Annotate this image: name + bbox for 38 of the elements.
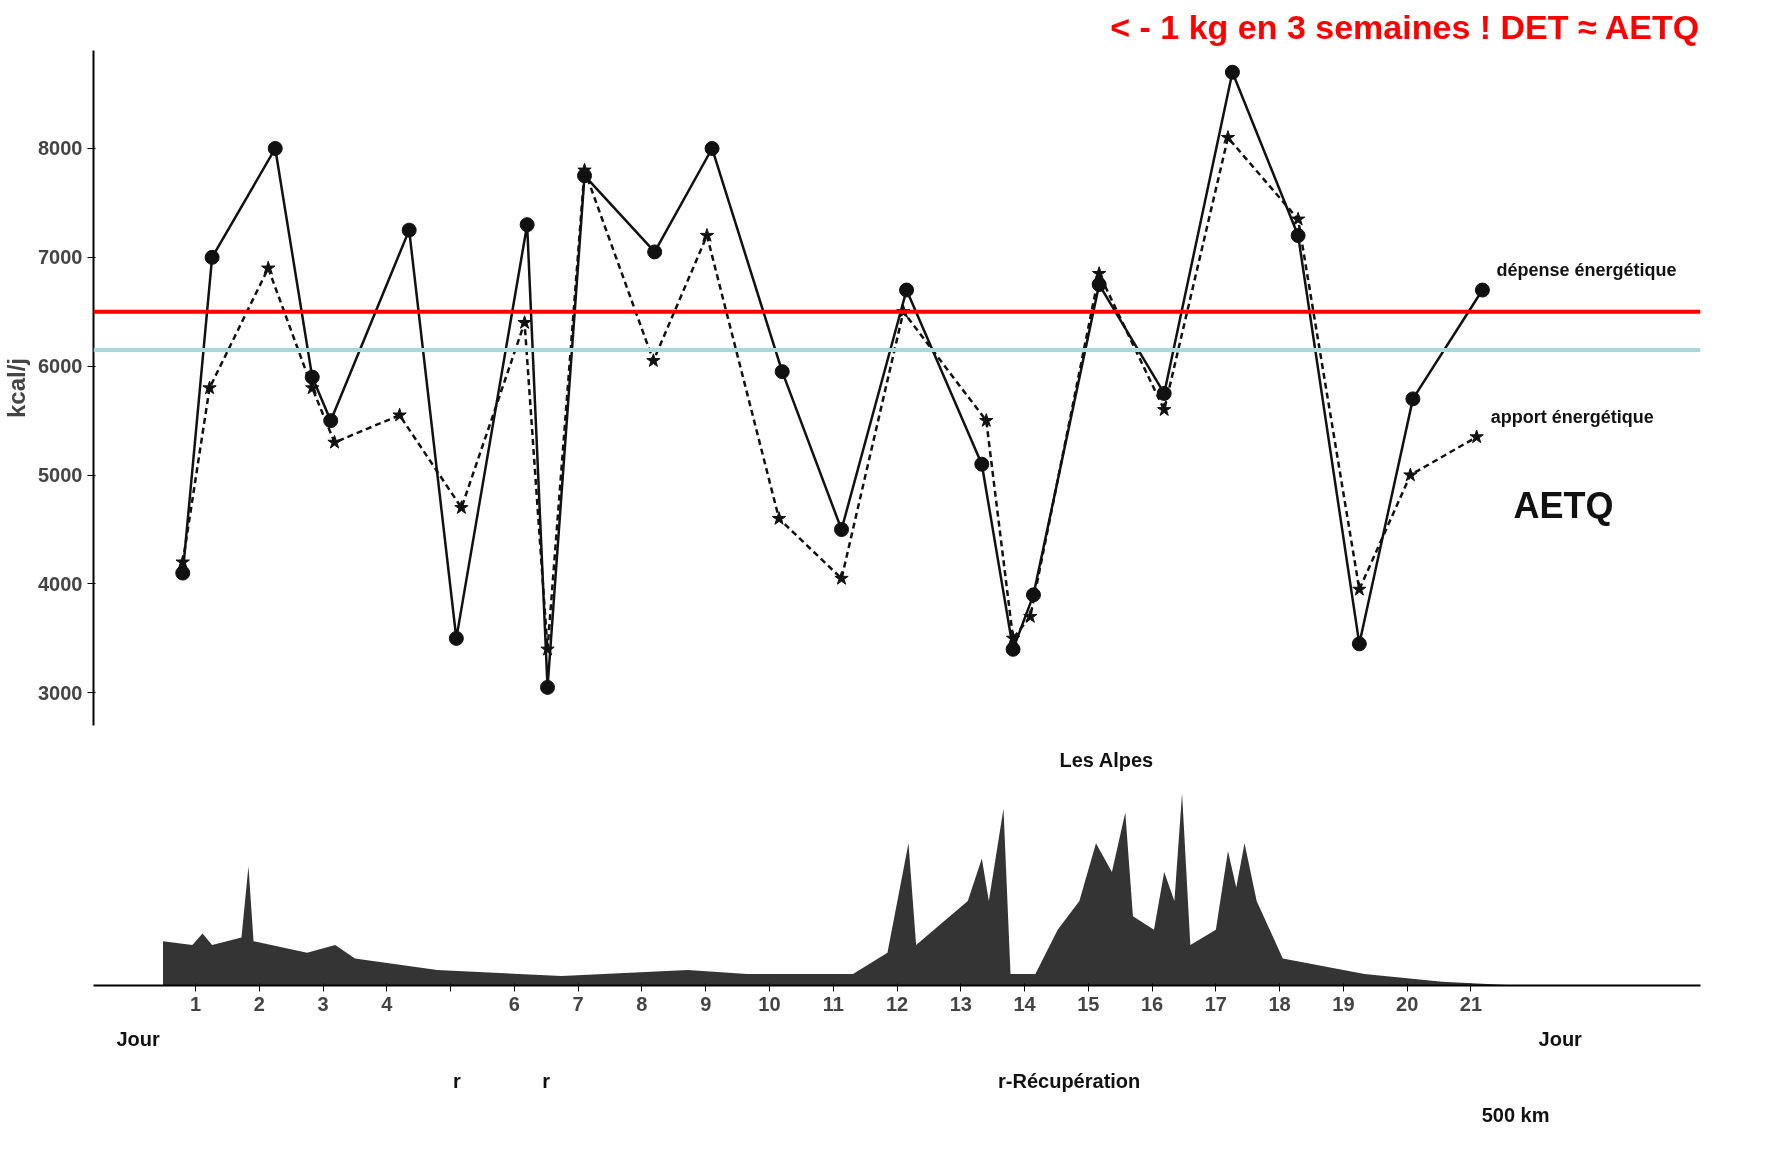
x-tick-label: 7	[572, 992, 584, 1015]
text: r	[453, 1069, 462, 1092]
x-tick-label: 1	[189, 992, 202, 1015]
text: Jour	[1538, 1027, 1583, 1050]
y-axis-title: kcal/j	[3, 357, 31, 419]
x-tick-label: 4	[381, 992, 394, 1015]
annotation: AETQ	[1513, 484, 1614, 526]
text: Jour	[116, 1027, 161, 1050]
x-tick-label: 2	[253, 992, 265, 1015]
series-label: dépense énergétique	[1496, 260, 1677, 281]
text: Les Alpes	[1059, 748, 1154, 771]
x-tick-label: 13	[949, 992, 972, 1015]
y-tick-label: 7000	[38, 246, 83, 269]
x-tick-label: 15	[1077, 992, 1100, 1015]
y-tick-label: 6000	[38, 355, 83, 378]
x-tick-label: 14	[1013, 992, 1037, 1015]
text: 500 km	[1481, 1103, 1550, 1126]
text: r	[542, 1069, 551, 1092]
x-tick-label: 8	[636, 992, 648, 1015]
x-tick-label: 20	[1396, 992, 1419, 1015]
x-tick-label: 19	[1332, 992, 1355, 1015]
series-label: apport énergétique	[1490, 406, 1654, 427]
y-tick-label: 5000	[38, 464, 83, 487]
x-tick-label: 17	[1204, 992, 1227, 1015]
y-tick-label: 4000	[38, 572, 83, 595]
chart-title: < - 1 kg en 3 semaines ! DET ≈ AETQ	[1110, 7, 1700, 46]
x-tick-label: 12	[885, 992, 909, 1015]
x-tick-label: 3	[317, 992, 329, 1015]
x-tick-label: 16	[1140, 992, 1164, 1015]
x-tick-label: 6	[508, 992, 520, 1015]
x-tick-label: 10	[758, 992, 781, 1015]
x-tick-label: 21	[1459, 992, 1483, 1015]
x-tick-label: 11	[822, 992, 844, 1015]
y-tick-label: 3000	[38, 681, 83, 704]
x-tick-label: 18	[1268, 992, 1291, 1015]
x-tick-label: 9	[700, 992, 712, 1015]
text: r-Récupération	[998, 1069, 1141, 1092]
y-tick-label: 8000	[38, 137, 83, 160]
